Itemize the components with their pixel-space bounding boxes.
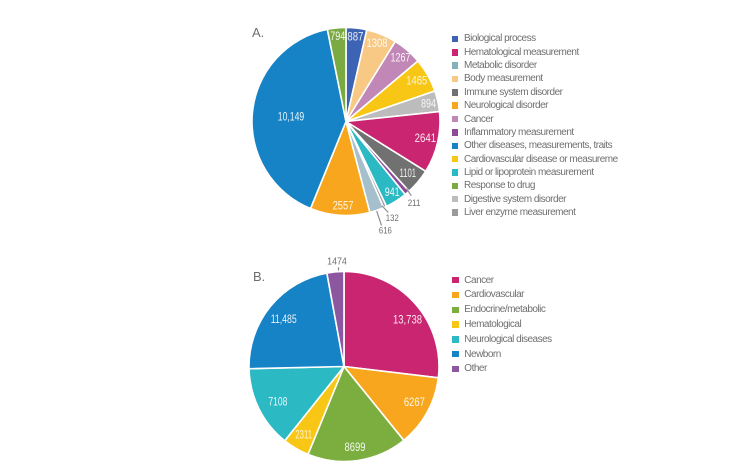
svg-text:8699: 8699 — [345, 442, 366, 454]
svg-text:1101: 1101 — [400, 168, 417, 180]
svg-text:A.: A. — [252, 25, 264, 40]
svg-text:7108: 7108 — [268, 397, 287, 409]
svg-text:887: 887 — [347, 32, 363, 44]
svg-text:2641: 2641 — [415, 133, 437, 145]
svg-text:6267: 6267 — [404, 397, 425, 409]
svg-text:794: 794 — [330, 31, 345, 43]
svg-text:132: 132 — [386, 213, 399, 224]
svg-text:941: 941 — [385, 187, 400, 199]
svg-text:13,738: 13,738 — [393, 314, 422, 326]
svg-text:B.: B. — [253, 269, 265, 284]
svg-text:1474: 1474 — [327, 256, 347, 268]
svg-text:1465: 1465 — [406, 75, 427, 87]
svg-text:10,149: 10,149 — [278, 112, 305, 124]
svg-text:2557: 2557 — [333, 201, 354, 213]
svg-text:1267: 1267 — [391, 53, 411, 65]
svg-text:616: 616 — [379, 226, 392, 237]
svg-text:1308: 1308 — [367, 38, 388, 50]
svg-text:894: 894 — [421, 98, 436, 110]
svg-text:211: 211 — [408, 198, 421, 209]
svg-text:2311: 2311 — [295, 429, 312, 441]
svg-text:11,485: 11,485 — [271, 314, 297, 326]
